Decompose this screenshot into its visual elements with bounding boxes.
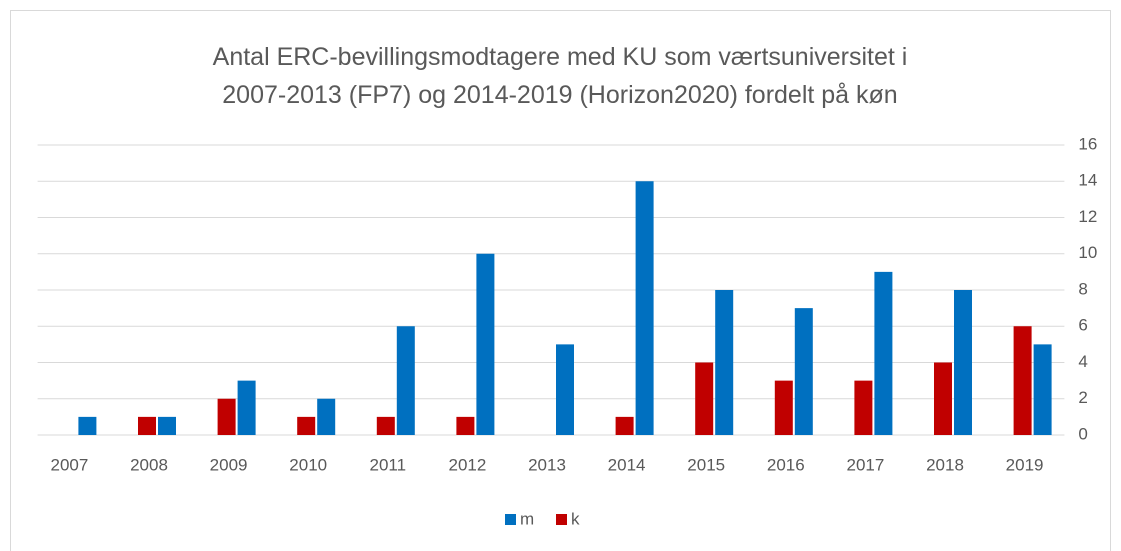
x-tick-label: 2012	[448, 455, 486, 474]
bar	[695, 362, 714, 435]
bar	[456, 416, 475, 435]
bar	[396, 326, 415, 435]
bar	[854, 380, 873, 435]
y-tick-label: 14	[1078, 171, 1097, 190]
legend-label: k	[571, 509, 580, 528]
y-tick-label: 4	[1078, 352, 1087, 371]
y-tick-label: 8	[1078, 279, 1087, 298]
bar	[376, 416, 395, 435]
legend-swatch	[505, 514, 516, 525]
bar	[954, 290, 972, 435]
x-tick-label: 2008	[130, 455, 168, 474]
x-tick-label: 2014	[608, 455, 646, 474]
y-tick-label: 10	[1078, 243, 1097, 262]
bar	[158, 416, 176, 435]
x-tick-label: 2011	[370, 455, 407, 474]
y-tick-label: 2	[1078, 388, 1087, 407]
x-tick-label: 2010	[289, 455, 327, 474]
legend-label: m	[520, 509, 534, 528]
legend-swatch	[556, 514, 567, 525]
bar	[794, 308, 813, 435]
chart-title: Antal ERC-bevillingsmodtagere med KU som…	[212, 43, 908, 109]
bar	[1033, 344, 1052, 435]
bar	[874, 271, 893, 435]
x-tick-label: 2018	[926, 455, 964, 474]
bar	[237, 380, 256, 435]
bar	[1013, 326, 1032, 435]
x-tick-label: 2017	[846, 455, 884, 474]
x-tick-label: 2009	[210, 455, 248, 474]
x-tick-label: 2013	[528, 455, 566, 474]
bar	[635, 181, 654, 435]
x-tick-label: 2007	[50, 455, 88, 474]
y-tick-label: 16	[1078, 134, 1097, 153]
bar	[138, 416, 156, 435]
x-tick-label: 2015	[687, 455, 725, 474]
x-tick-label: 2019	[1006, 455, 1044, 474]
bar	[476, 253, 495, 435]
bar	[217, 398, 236, 435]
chart-border	[10, 10, 1111, 551]
bar	[715, 290, 734, 435]
bar	[556, 344, 574, 435]
bar	[615, 416, 634, 435]
bar	[317, 398, 336, 435]
bar	[78, 416, 97, 435]
x-tick-label: 2016	[767, 455, 805, 474]
bar	[297, 416, 316, 435]
bar	[934, 362, 952, 435]
y-tick-label: 6	[1078, 316, 1087, 335]
bar	[774, 380, 793, 435]
y-tick-label: 12	[1078, 207, 1097, 226]
y-tick-label: 0	[1078, 424, 1087, 443]
